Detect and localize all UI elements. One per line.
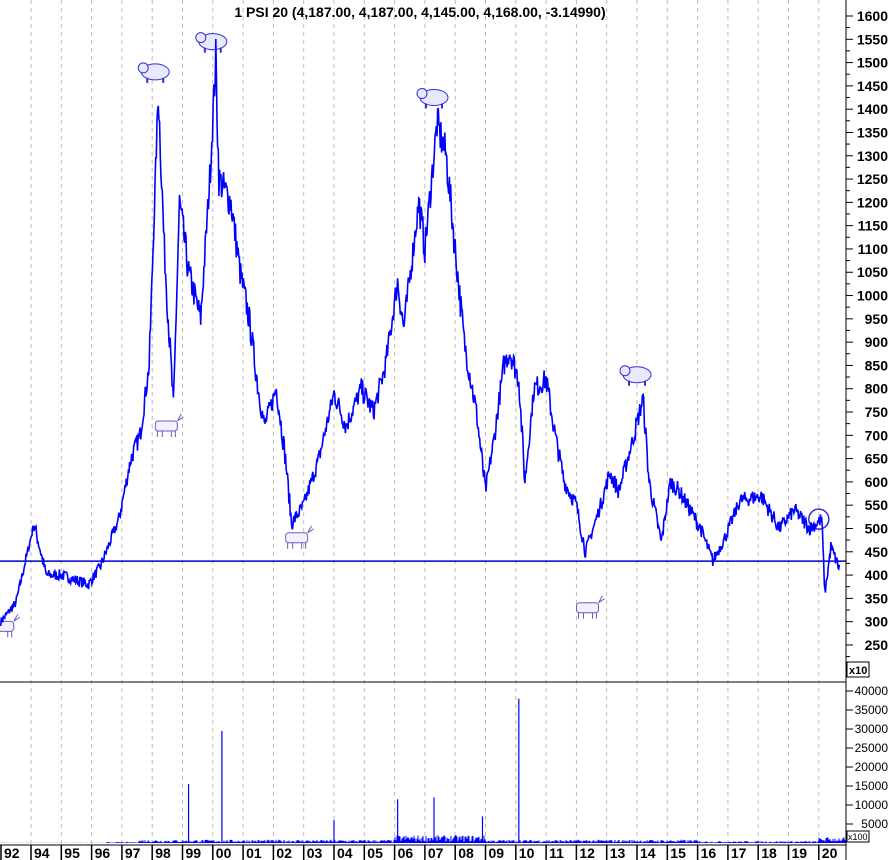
price-tick-label: 1600 [857, 8, 888, 24]
volume-tick-label: 40000 [855, 684, 889, 698]
price-tick-label: 1250 [857, 171, 888, 187]
volume-tick-label: 5000 [861, 817, 888, 831]
x-tick-label: 18 [761, 845, 777, 860]
x-tick-label: 17 [731, 845, 747, 860]
volume-tick-label: 25000 [855, 741, 889, 755]
price-tick-label: 1100 [858, 241, 889, 257]
x-tick-label: 00 [216, 845, 232, 860]
price-tick-label: 750 [865, 404, 889, 420]
bull-body [285, 532, 309, 544]
price-tick-label: 1400 [857, 101, 888, 117]
price-tick-label: 1150 [858, 218, 889, 234]
x-tick-label: 99 [186, 845, 202, 860]
bull-horns [598, 595, 605, 604]
x-tick-label: 10 [519, 845, 535, 860]
bull-icon [285, 525, 314, 549]
volume-tick-label: 20000 [855, 760, 889, 774]
bull-horns [307, 525, 314, 534]
x-tick-label: 07 [428, 845, 444, 860]
volume-multiplier-label: x100 [848, 832, 868, 842]
bear-head [619, 365, 631, 377]
x-tick-label: 96 [95, 845, 111, 860]
x-tick-label: 04 [337, 845, 353, 860]
bull-body [154, 420, 178, 432]
price-tick-label: 800 [865, 381, 889, 397]
bear-icon [416, 88, 449, 109]
x-tick-label: 02 [276, 845, 292, 860]
volume-series [0, 698, 846, 843]
bull-body [0, 620, 15, 632]
bear-head [137, 62, 149, 74]
price-tick-label: 300 [865, 614, 889, 630]
price-tick-label: 1050 [857, 264, 888, 280]
price-multiplier-box [846, 661, 870, 678]
bull-icon [576, 595, 605, 619]
bull-icon [154, 413, 184, 437]
price-tick-label: 1300 [857, 148, 888, 164]
price-tick-label: 1550 [857, 31, 888, 47]
price-tick-label: 450 [865, 544, 889, 560]
price-tick-label: 1000 [857, 288, 888, 304]
price-tick-label: 650 [865, 451, 889, 467]
price-tick-label: 1500 [857, 55, 888, 71]
grid [30, 0, 820, 845]
x-tick-label: 05 [367, 845, 383, 860]
price-multiplier-label: x10 [849, 665, 867, 677]
x-tick-label: 95 [64, 845, 80, 860]
bear-icon [195, 32, 228, 53]
chart-title: 1 PSI 20 (4,187.00, 4,187.00, 4,145.00, … [234, 4, 605, 20]
bull-horns [13, 614, 21, 622]
price-tick-label: 600 [865, 474, 889, 490]
volume-tick-label: 35000 [855, 703, 889, 717]
price-tick-label: 250 [865, 637, 889, 653]
x-tick-label: 94 [34, 845, 50, 860]
bull-icon [0, 614, 21, 638]
price-tick-label: 500 [865, 520, 889, 536]
volume-bars [0, 835, 846, 843]
x-tick-label: 03 [307, 845, 323, 860]
price-tick-label: 400 [865, 567, 889, 583]
bull-body [576, 602, 600, 614]
price-tick-label: 1200 [857, 194, 888, 210]
x-tick-label: 97 [125, 845, 141, 860]
x-tick-label: 01 [246, 845, 262, 860]
x-tick-label: 98 [155, 845, 171, 860]
x-tick-label: 20 [822, 845, 838, 860]
x-tick-label: 92 [4, 845, 20, 860]
price-series [0, 38, 841, 626]
price-tick-label: 850 [865, 357, 889, 373]
x-tick-label: 11 [549, 845, 564, 860]
x-tick-label: 16 [701, 845, 717, 860]
volume-tick-label: 15000 [855, 779, 889, 793]
price-tick-label: 900 [865, 334, 889, 350]
price-tick-label: 550 [865, 497, 889, 513]
x-tick-label: 15 [670, 845, 686, 860]
price-tick-label: 950 [865, 311, 889, 327]
bear-head [195, 32, 207, 44]
x-tick-label: 08 [458, 845, 474, 860]
price-tick-label: 350 [865, 590, 889, 606]
volume-tick-label: 10000 [855, 798, 889, 812]
x-tick-label: 19 [792, 845, 808, 860]
volume-tick-label: 30000 [855, 722, 889, 736]
bull-horns [176, 413, 184, 422]
price-tick-label: 1350 [857, 124, 888, 140]
x-tick-label: 12 [579, 845, 595, 860]
x-tick-label: 06 [398, 845, 414, 860]
x-tick-label: 14 [640, 845, 656, 860]
x-tick-label: 13 [610, 845, 626, 860]
circle-marker [808, 508, 830, 530]
price-tick-label: 700 [865, 427, 889, 443]
bear-head [416, 88, 428, 100]
bear-icon [619, 365, 652, 386]
volume-multiplier-box [846, 830, 870, 843]
bear-icon [137, 62, 170, 83]
annotations [0, 32, 846, 638]
price-line [0, 38, 841, 626]
x-tick-label: 09 [489, 845, 505, 860]
price-tick-label: 1450 [857, 78, 888, 94]
